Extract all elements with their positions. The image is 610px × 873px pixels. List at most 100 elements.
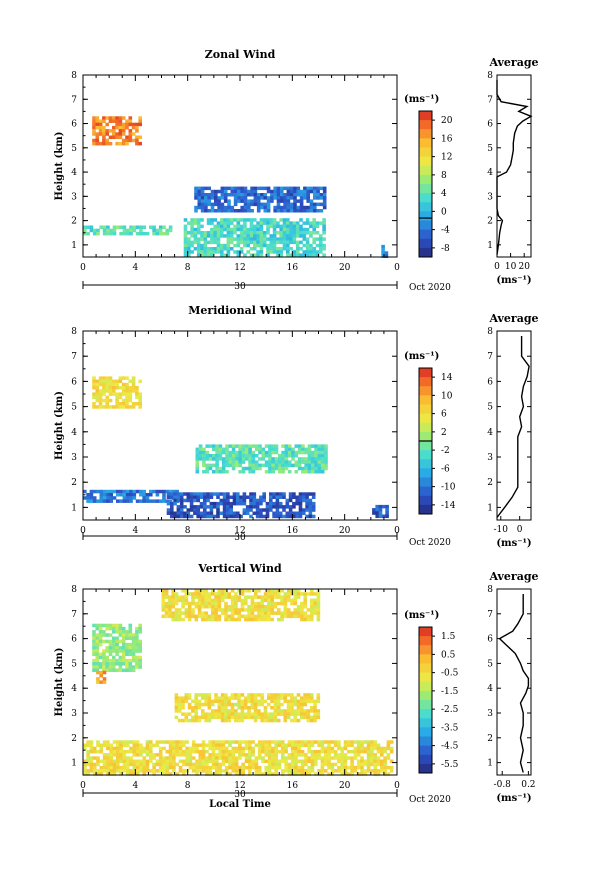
colorbar-tick-label: -8: [441, 244, 450, 254]
colorbar-segment: [419, 727, 432, 737]
colorbar-tick-label: 12: [441, 153, 452, 163]
avg-y-tick-label: 7: [487, 610, 493, 620]
heatmap-region: [381, 244, 389, 258]
y-tick-label: 6: [71, 635, 77, 645]
y-tick-label: 6: [71, 377, 77, 387]
colorbar-tick-label: 4: [441, 189, 447, 199]
avg-y-tick-label: 4: [487, 684, 493, 694]
y-tick-label: 8: [71, 71, 77, 81]
average-profile-line: [496, 336, 530, 518]
colorbar-segment: [419, 368, 432, 378]
colorbar-segment: [419, 763, 432, 774]
y-tick-label: 6: [71, 120, 77, 130]
colorbar-tick-label: 16: [441, 134, 453, 144]
colorbar-segment: [419, 468, 432, 478]
x-tick-label: 0: [394, 526, 400, 536]
colorbar-segment: [419, 184, 432, 194]
colorbar-unit-label: (ms⁻¹): [404, 610, 439, 621]
y-tick-label: 5: [71, 659, 77, 669]
avg-x-tick-label: 20: [518, 262, 530, 272]
y-axis-label: Height (km): [54, 132, 65, 201]
x-tick-label: 16: [287, 781, 299, 791]
colorbar-tick-label: 0: [441, 207, 447, 217]
y-tick-label: 3: [71, 192, 77, 202]
avg-y-tick-label: 5: [487, 659, 493, 669]
day-label: 30: [234, 790, 246, 800]
colorbar-tick-label: 0.5: [441, 650, 456, 660]
colorbar-segment: [419, 486, 432, 497]
colorbar-segment: [419, 495, 432, 506]
colorbar-segment: [419, 681, 432, 692]
avg-y-tick-label: 1: [487, 241, 493, 251]
colorbar-segment: [419, 413, 432, 424]
heatmap-region: [92, 376, 142, 409]
x-tick-label: 16: [287, 526, 299, 536]
x-tick-label: 0: [80, 526, 86, 536]
avg-x-tick-label: 0: [494, 262, 500, 272]
colorbar-segment: [419, 745, 432, 756]
colorbar-segment: [419, 645, 432, 655]
heatmap-region: [372, 504, 389, 518]
avg-y-tick-label: 8: [487, 585, 493, 595]
y-tick-label: 8: [71, 585, 77, 595]
heatmap-region: [96, 670, 107, 684]
colorbar-segment: [419, 477, 432, 488]
avg-y-tick-label: 4: [487, 428, 493, 438]
colorbar-segment: [419, 247, 432, 258]
colorbar-tick-label: -4.5: [441, 742, 459, 752]
heatmap-region: [195, 444, 328, 474]
heatmap-region: [194, 186, 327, 213]
colorbar-segment: [419, 138, 432, 148]
colorbar-tick-label: 1.5: [441, 632, 456, 642]
x-tick-label: 0: [394, 263, 400, 273]
heatmap-region: [174, 693, 321, 723]
colorbar-segment: [419, 238, 432, 249]
avg-y-tick-label: 1: [487, 503, 493, 513]
avg-y-tick-label: 4: [487, 168, 493, 178]
average-profile-line: [496, 79, 533, 255]
y-tick-label: 4: [71, 428, 77, 438]
average-unit-label: (ms⁻¹): [496, 538, 531, 549]
x-tick-label: 20: [339, 526, 351, 536]
colorbar-segment: [419, 193, 432, 203]
colorbar-segment: [419, 229, 432, 240]
colorbar-tick-label: -2.5: [441, 705, 459, 715]
avg-y-tick-label: 7: [487, 352, 493, 362]
colorbar-segment: [419, 736, 432, 747]
y-axis-label: Height (km): [54, 648, 65, 717]
colorbar-tick-label: -2: [441, 446, 450, 456]
average-unit-label: (ms⁻¹): [496, 793, 531, 804]
y-tick-label: 4: [71, 168, 77, 178]
x-tick-label: 0: [80, 781, 86, 791]
colorbar-segment: [419, 174, 432, 185]
x-tick-label: 8: [185, 263, 191, 273]
colorbar-tick-label: 6: [441, 410, 447, 420]
date-label: Oct 2020: [409, 283, 451, 293]
avg-x-tick-label: 10: [505, 262, 517, 272]
colorbar-segment: [419, 129, 432, 139]
avg-y-tick-label: 3: [487, 192, 493, 202]
y-tick-label: 2: [71, 734, 77, 744]
colorbar-segment: [419, 718, 432, 728]
y-tick-label: 1: [71, 503, 77, 513]
colorbar-segment: [419, 459, 432, 469]
avg-y-tick-label: 1: [487, 759, 493, 769]
colorbar-segment: [419, 111, 432, 121]
x-tick-label: 20: [339, 263, 351, 273]
x-tick-label: 12: [234, 781, 245, 791]
heatmap-region: [83, 740, 394, 776]
heatmap-region: [83, 225, 173, 236]
average-frame: [496, 74, 532, 258]
colorbar-segment: [419, 441, 432, 451]
x-tick-label: 12: [234, 526, 245, 536]
y-tick-label: 2: [71, 217, 77, 227]
heatmap-region: [183, 218, 326, 257]
x-tick-label: 20: [339, 781, 351, 791]
avg-x-tick-label: 0.2: [521, 780, 535, 790]
colorbar-segment: [419, 672, 432, 683]
x-tick-label: 8: [185, 781, 191, 791]
colorbar-segment: [419, 386, 432, 396]
